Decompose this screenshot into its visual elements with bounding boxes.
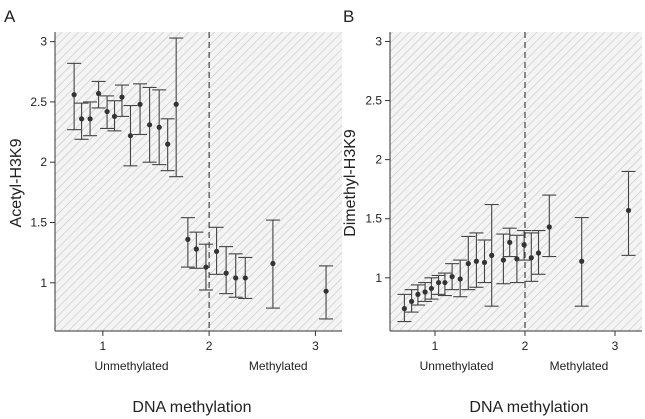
panel-b-data-point [579,258,585,264]
panel-a-data-point [78,116,85,122]
panel-a-data-point [111,113,118,119]
panel-a: A Acetyl-H3K9 DNA methylation 1 1.5 2 2.5 3 1… [4,7,342,416]
panel-b-data-point [428,285,434,292]
panel-b-data-point [481,259,488,266]
panel-a-data-point [127,133,134,139]
panel-a-x-tick-label: 2 [206,339,213,353]
panel-b-data-point [528,255,534,261]
panel-a-x-axis-label: DNA methylation [132,399,251,416]
panel-a-y-tick-label: 3 [40,35,47,49]
panel-a-data-point [95,90,102,97]
panel-b-y-axis-label: Dimethyl-H3K9 [342,129,359,237]
panel-a-data-point [270,260,276,267]
panel-a-y-tick-label: 2 [40,155,47,169]
panel-b-data-point [415,291,421,297]
panel-a-y-tick-label: 1 [40,276,47,290]
panel-a-x-tick-label: 3 [312,339,319,353]
panel-b-data-point [625,207,632,214]
panel-a-data-point [193,246,199,252]
panel-b-data-point [409,298,415,305]
panel-b-y-tick-label: 3 [375,34,382,48]
panel-a-data-point [242,275,248,281]
panel-b-x-axis-label: DNA methylation [469,399,588,416]
panel-a-x-tick-label: 1 [99,339,106,353]
panel-a-data-point [137,101,143,107]
panel-a-data-point [165,141,171,147]
panel-b-data-point [521,242,527,248]
panel-a-data-point [213,248,220,255]
panel-a-data-point [156,124,162,130]
panel-b-data-point [442,279,448,286]
panel-b-plot-area [390,32,642,331]
panel-a-group-label: Unmethylated [95,359,169,373]
panel-b-y-tick-label: 1.5 [365,212,382,226]
panel-a-data-point [173,101,179,107]
panel-b-data-point [514,256,520,262]
panel-a-data-point [185,236,191,242]
panel-a-data-point [104,108,110,115]
panel-b-data-point [401,305,407,312]
panel-b-y-tick-label: 2 [375,153,382,167]
panel-b-label: B [343,7,354,26]
panel-b-data-point [507,239,513,245]
panel-a-data-point [203,264,209,270]
panel-b-data-point [473,258,479,264]
panel-a-data-point [223,270,229,276]
panel-b: B Dimethyl-H3K9 DNA methylation 1 1.5 2 2.5… [342,7,642,416]
panel-a-data-point [147,122,153,128]
panel-b-data-point [457,276,463,282]
panel-a-y-tick-label: 2.5 [30,95,47,109]
panel-b-x-tick-label: 2 [522,339,529,353]
panel-a-group-label: Methylated [249,359,308,373]
panel-a-data-point [323,288,329,294]
panel-b-y-tick-label: 1 [375,271,382,285]
panel-b-data-point [436,279,442,286]
panel-a-plot-area [55,32,342,331]
panel-b-data-point [546,224,552,230]
panel-a-y-axis-label: Acetyl-H3K9 [8,138,25,227]
panel-b-data-point [449,274,455,280]
panel-b-y-tick-label: 2.5 [365,94,382,108]
panel-b-data-point [489,252,495,258]
panel-b-data-point [422,289,428,295]
panel-b-x-tick-label: 3 [612,339,619,353]
panel-b-data-point [535,250,542,256]
panel-b-group-label: Methylated [550,359,609,373]
panel-a-label: A [4,7,16,26]
panel-b-data-point [500,257,506,263]
panel-b-x-tick-label: 1 [432,339,439,353]
panel-a-data-point [119,94,125,100]
panel-a-data-point [71,92,77,98]
panel-a-y-tick-label: 1.5 [30,215,47,229]
panel-b-group-label: Unmethylated [420,359,494,373]
panel-a-data-point [233,275,239,281]
panel-b-data-point [465,261,471,267]
panel-a-data-point [87,116,93,122]
